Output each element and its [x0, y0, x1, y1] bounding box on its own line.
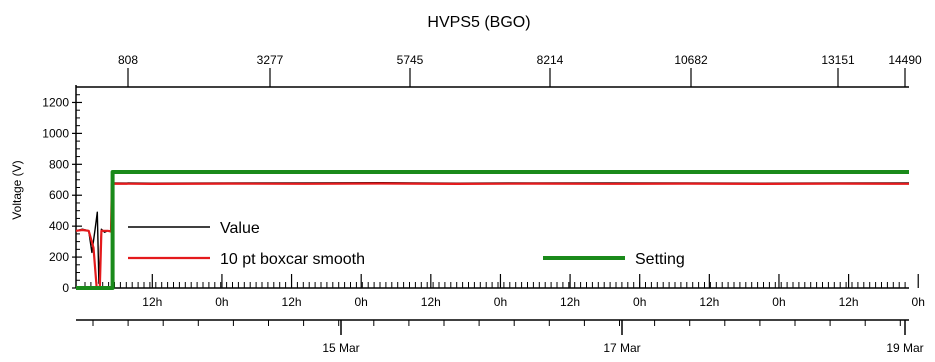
top-tick-label: 8214: [537, 53, 564, 67]
series-line: [76, 170, 909, 290]
date-tick-label: 17 Mar: [603, 341, 640, 355]
y-tick-label: 400: [49, 219, 69, 233]
y-tick-label: 1200: [42, 95, 69, 109]
ticks: 0 200 400 600 800 1000 1200 808 3277 5745 8214 1068…: [42, 53, 925, 355]
hour-tick-label: 0h: [494, 295, 507, 309]
legend: Value 10 pt boxcar smooth Setting: [128, 220, 685, 268]
hour-tick-label: 0h: [215, 295, 228, 309]
hour-tick-label: 12h: [421, 295, 441, 309]
hour-tick-label: 12h: [560, 295, 580, 309]
top-tick-label: 808: [118, 53, 138, 67]
y-tick-label: 600: [49, 188, 69, 202]
y-tick-label: 0: [62, 281, 69, 295]
y-tick-label: 200: [49, 250, 69, 264]
hour-tick-label: 0h: [355, 295, 368, 309]
series-line: [75, 182, 910, 290]
series-line: [75, 182, 910, 285]
series-layer: [75, 170, 910, 290]
top-tick-label: 5745: [397, 53, 424, 67]
hour-tick-label: 12h: [699, 295, 719, 309]
y-tick-label: 1000: [42, 126, 69, 140]
top-tick-label: 10682: [674, 53, 708, 67]
top-tick-label: 3277: [257, 53, 284, 67]
hour-tick-label: 0h: [772, 295, 785, 309]
y-tick-label: 800: [49, 157, 69, 171]
legend-label: Setting: [635, 251, 685, 268]
date-tick-label: 15 Mar: [322, 341, 359, 355]
top-tick-label: 13151: [821, 53, 855, 67]
hour-tick-label: 12h: [142, 295, 162, 309]
legend-label: Value: [220, 220, 260, 237]
y-axis-label: Voltage (V): [10, 160, 24, 219]
top-tick-label: 14490: [888, 53, 922, 67]
hour-tick-label: 12h: [282, 295, 302, 309]
hour-tick-label: 0h: [633, 295, 646, 309]
hour-tick-label: 0h: [912, 295, 925, 309]
hour-tick-label: 12h: [839, 295, 859, 309]
date-tick-label: 19 Mar: [886, 341, 923, 355]
legend-label: 10 pt boxcar smooth: [220, 251, 365, 268]
chart-title: HVPS5 (BGO): [427, 14, 530, 31]
